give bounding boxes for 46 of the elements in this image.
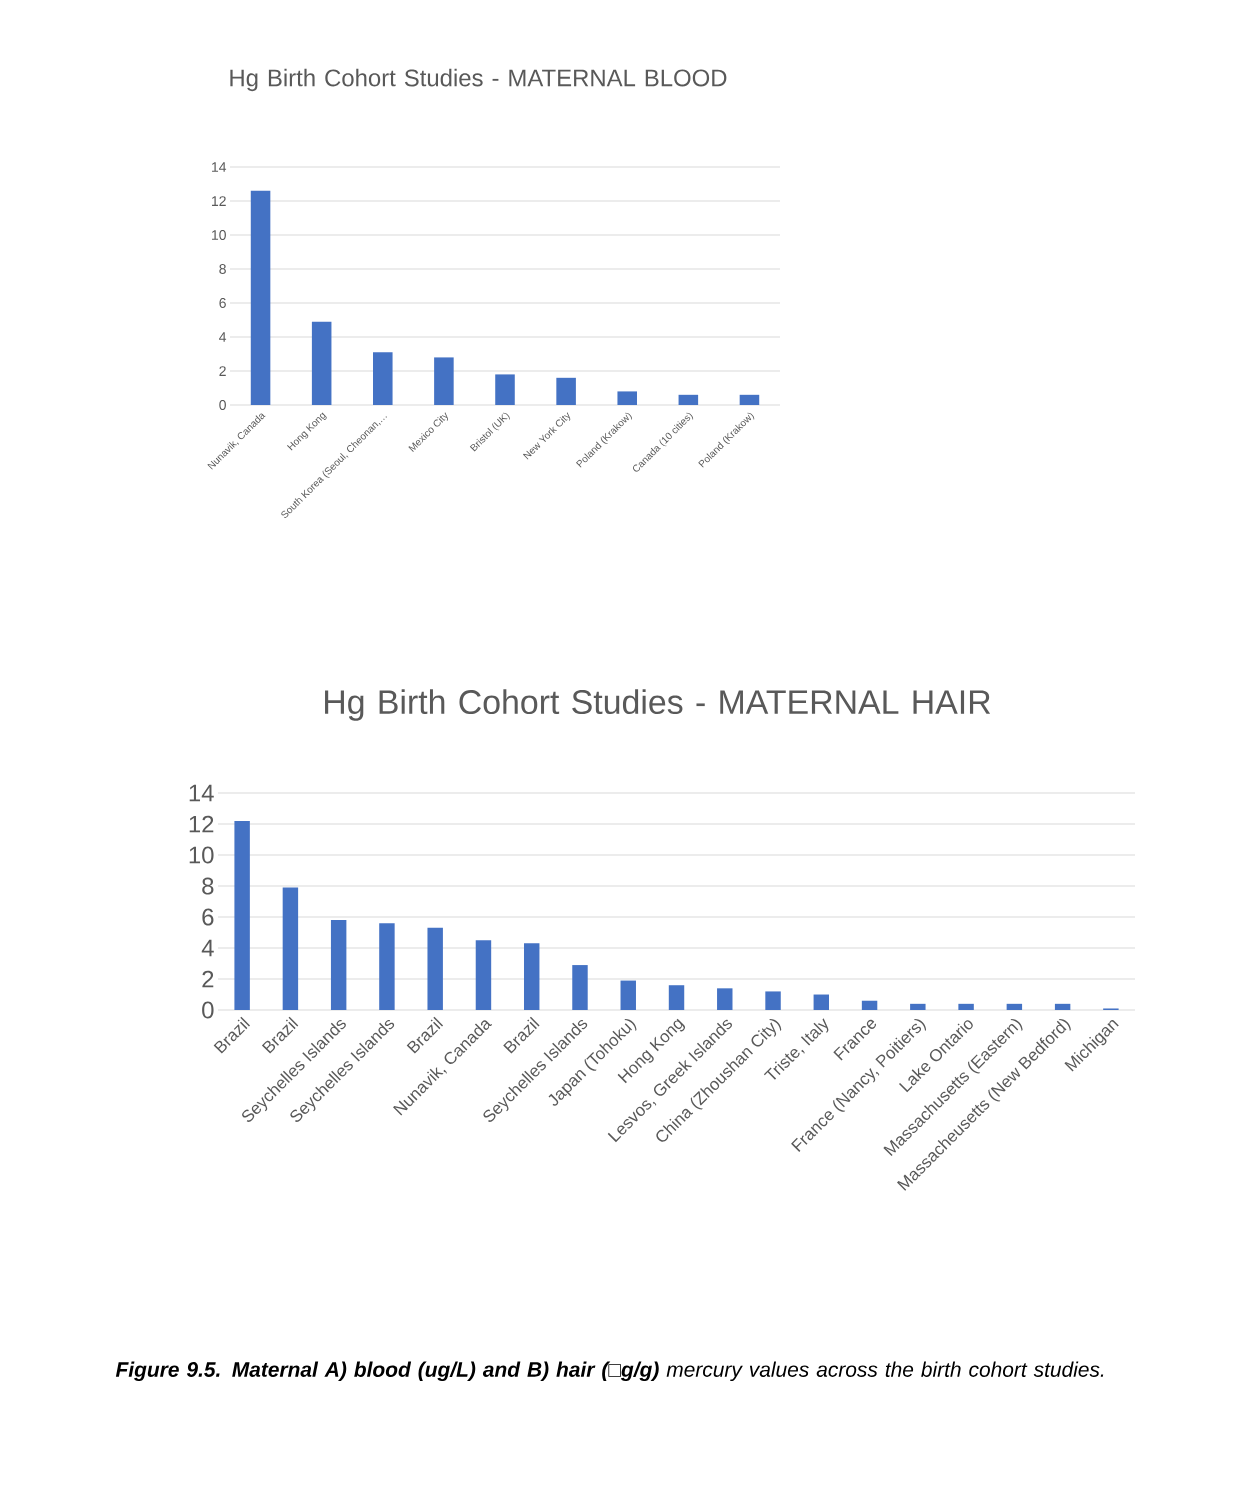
bar xyxy=(861,1000,878,1011)
y-tick-label: 0 xyxy=(202,1001,214,1019)
y-tick-label: 4 xyxy=(201,939,214,957)
y-tick-label: 14 xyxy=(189,784,214,802)
chart-title: Hg Birth Cohort Studies - MATERNAL BLOOD xyxy=(230,68,727,92)
bar xyxy=(379,923,395,1011)
chart-title: Hg Birth Cohort Studies - MATERNAL HAIR xyxy=(325,689,991,721)
y-tick-label: 2 xyxy=(219,366,226,376)
bar xyxy=(250,190,271,406)
bar xyxy=(524,943,540,1011)
y-tick-label: 10 xyxy=(212,230,226,240)
bar xyxy=(495,374,515,406)
bar xyxy=(620,980,636,1011)
bar xyxy=(678,394,699,406)
y-tick-label: 6 xyxy=(202,908,214,926)
y-tick-label: 8 xyxy=(202,877,214,895)
y-tick-label: 2 xyxy=(202,970,214,988)
bar xyxy=(765,991,781,1011)
y-tick-label: 6 xyxy=(219,298,226,308)
y-tick-label: 4 xyxy=(219,332,227,342)
bar xyxy=(1054,1003,1071,1011)
bar xyxy=(910,1003,926,1011)
bar xyxy=(813,994,830,1011)
bar xyxy=(572,965,588,1011)
bar xyxy=(330,920,347,1011)
bar xyxy=(311,321,332,406)
y-tick-label: 14 xyxy=(212,162,227,172)
bar xyxy=(373,352,393,406)
bar xyxy=(1006,1003,1023,1011)
bar xyxy=(617,391,638,406)
bar xyxy=(556,377,576,406)
bar xyxy=(434,357,454,406)
text: Figure 9.5. Maternal A) blood (ug/L) and B) hair (□g/g) mercury values across the birth cohort studies. xyxy=(115,1361,1104,1382)
y-tick-label: 10 xyxy=(189,846,214,864)
y-tick-label: 12 xyxy=(212,196,226,206)
bar xyxy=(739,394,760,406)
bar xyxy=(668,985,685,1011)
y-tick-label: 12 xyxy=(189,815,214,833)
bar xyxy=(717,988,733,1011)
bar xyxy=(234,820,250,1011)
y-tick-label: 0 xyxy=(219,400,226,410)
bar xyxy=(282,887,299,1011)
bar xyxy=(475,940,492,1011)
y-tick-label: 8 xyxy=(219,264,226,274)
bar xyxy=(958,1003,974,1011)
bar xyxy=(427,927,443,1011)
